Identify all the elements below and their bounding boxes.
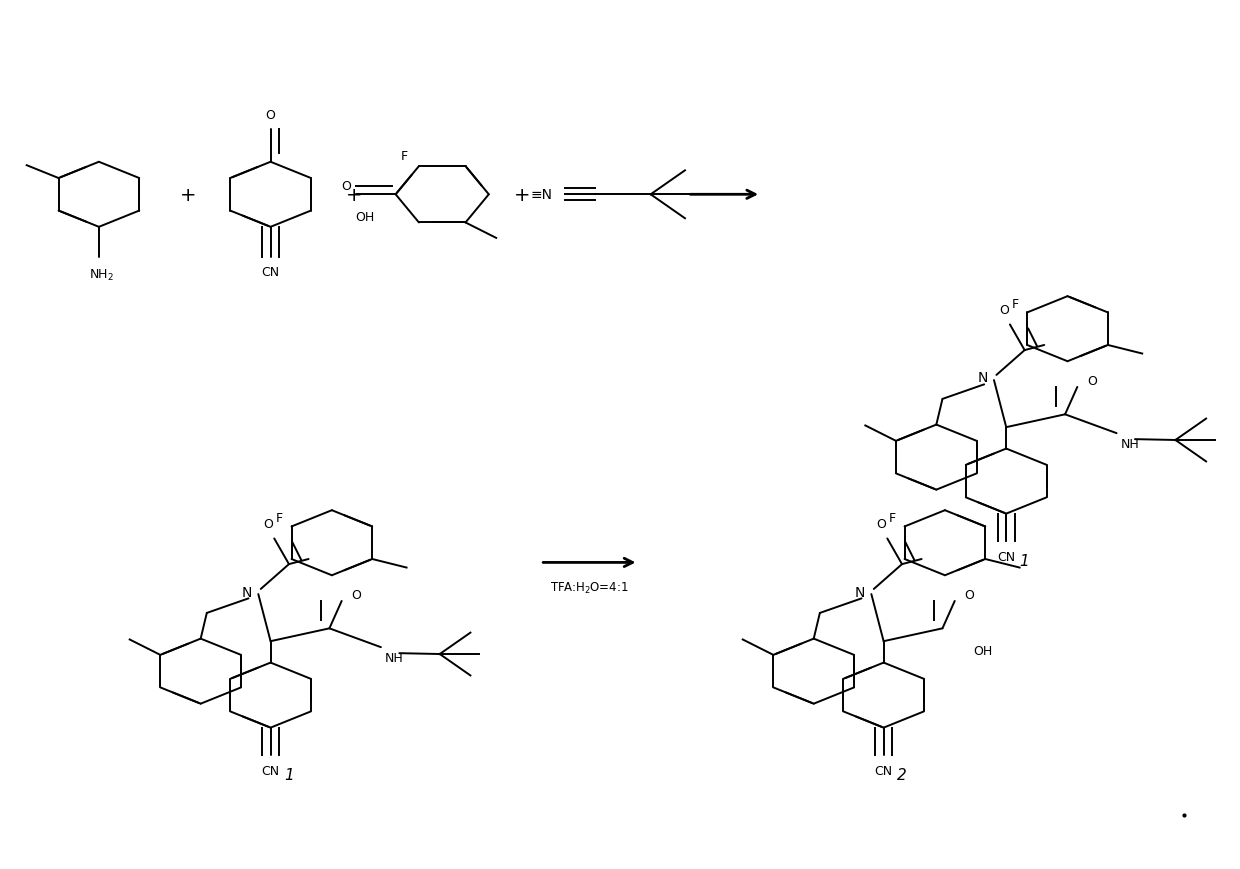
Text: 1: 1	[284, 767, 294, 782]
Text: OH: OH	[973, 644, 992, 657]
Text: O: O	[877, 517, 887, 530]
Text: O: O	[965, 588, 975, 600]
Text: F: F	[889, 512, 895, 525]
Text: O: O	[1087, 375, 1097, 387]
Text: F: F	[401, 150, 408, 163]
Text: O: O	[351, 588, 361, 600]
Text: O: O	[342, 180, 351, 193]
Text: O: O	[263, 517, 273, 530]
Text: 2: 2	[897, 767, 906, 782]
Text: F: F	[275, 512, 283, 525]
Text: ≡N: ≡N	[531, 188, 553, 202]
Text: +: +	[346, 186, 362, 204]
Text: +: +	[513, 186, 531, 204]
Text: NH$_2$: NH$_2$	[89, 268, 114, 282]
Text: O: O	[265, 109, 275, 122]
Text: CN: CN	[262, 266, 280, 279]
Text: N: N	[977, 371, 988, 385]
Text: TFA:H$_2$O=4:1: TFA:H$_2$O=4:1	[551, 580, 629, 595]
Text: NH: NH	[384, 651, 403, 664]
Text: O: O	[999, 303, 1008, 316]
Text: CN: CN	[262, 764, 280, 777]
Text: F: F	[1012, 298, 1018, 311]
Text: OH: OH	[356, 210, 374, 223]
Text: 1: 1	[1019, 554, 1029, 568]
Text: CN: CN	[997, 550, 1016, 563]
Text: N: N	[854, 585, 866, 599]
Text: N: N	[242, 585, 252, 599]
Text: NH: NH	[1120, 437, 1140, 450]
Text: +: +	[180, 186, 197, 204]
Text: CN: CN	[874, 764, 893, 777]
